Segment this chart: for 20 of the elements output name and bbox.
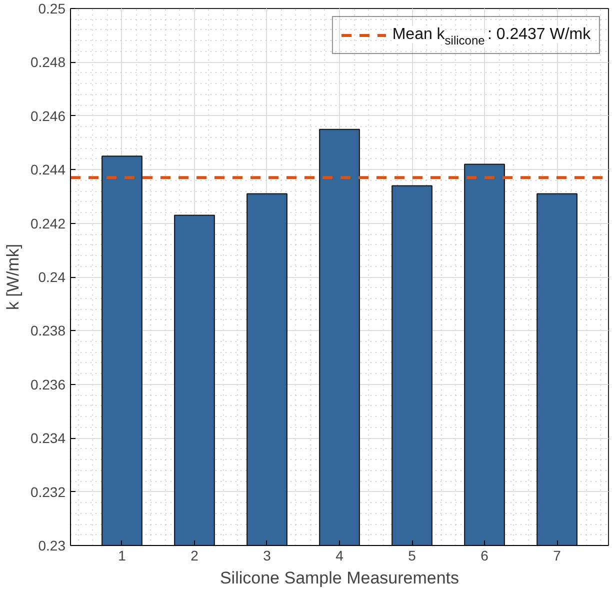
y-tick-label: 0.248 xyxy=(30,54,66,70)
x-tick-label: 4 xyxy=(336,548,344,564)
x-tick-label: 3 xyxy=(263,548,272,564)
y-tick-label: 0.23 xyxy=(38,538,66,554)
y-tick-label: 0.234 xyxy=(30,430,66,446)
x-tick-label: 6 xyxy=(480,548,489,564)
x-tick-label: 7 xyxy=(553,548,562,564)
x-tick-label: 5 xyxy=(408,548,416,564)
y-tick-label: 0.232 xyxy=(30,484,66,500)
y-tick-label: 0.25 xyxy=(38,0,66,16)
y-axis-title: k [W/mk] xyxy=(3,244,22,310)
y-tick-label: 0.242 xyxy=(30,215,66,232)
y-tick-label: 0.236 xyxy=(30,376,66,392)
x-tick-label: 2 xyxy=(190,548,199,564)
y-tick-label: 0.244 xyxy=(30,162,66,178)
y-tick-label: 0.24 xyxy=(38,269,66,285)
x-axis-title: Silicone Sample Measurements xyxy=(220,568,460,588)
x-tick-label: 1 xyxy=(118,548,126,564)
y-tick-label: 0.246 xyxy=(30,108,66,124)
y-tick-label: 0.238 xyxy=(30,322,66,339)
